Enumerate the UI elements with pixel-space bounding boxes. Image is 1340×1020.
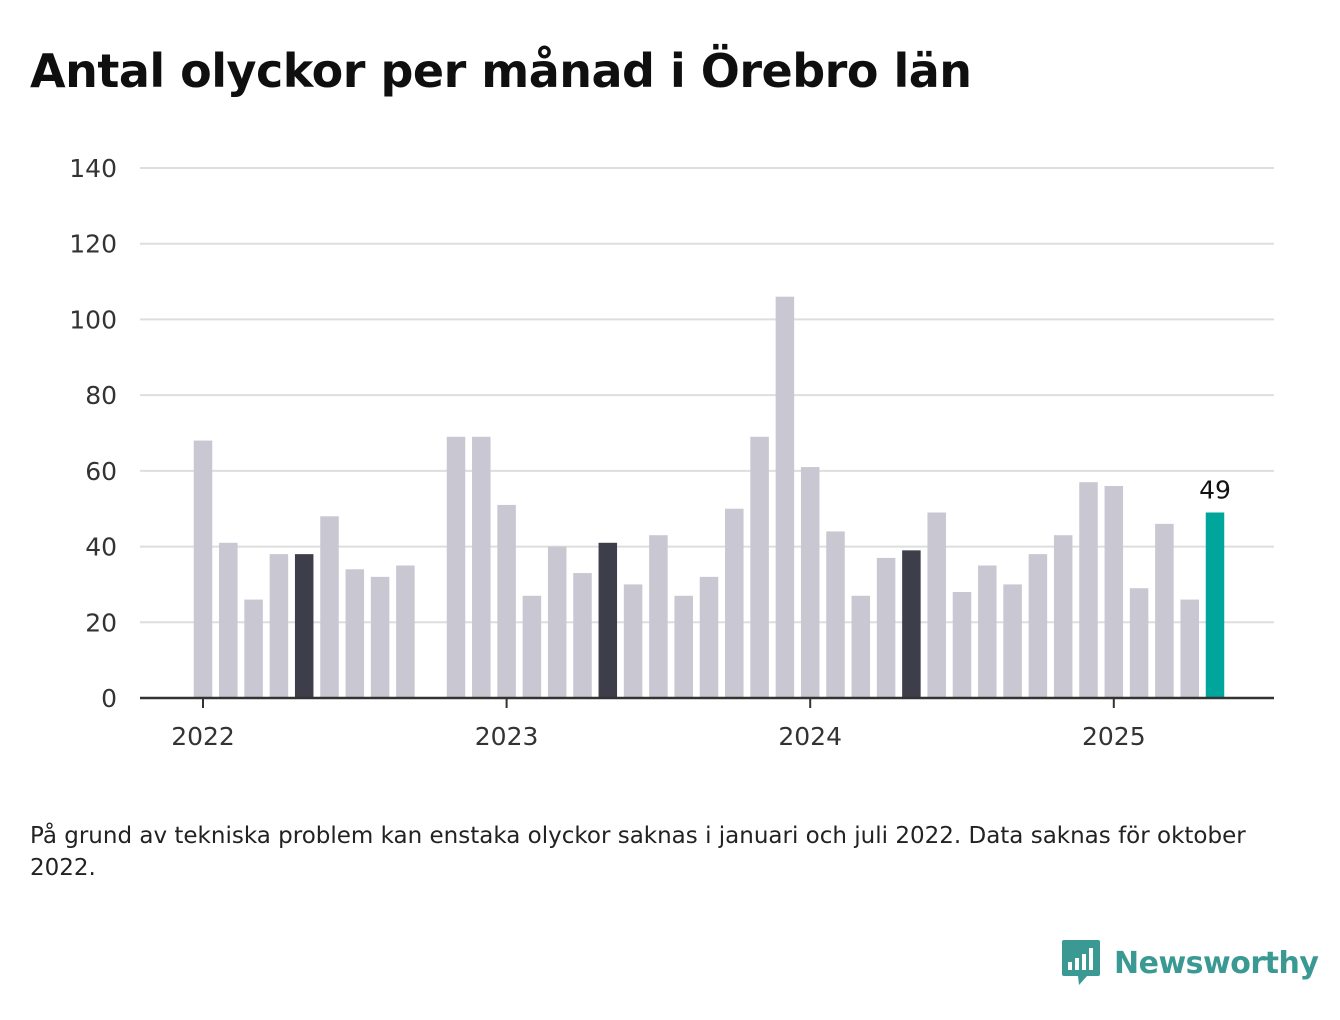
bar-2024-04 (876, 557, 896, 698)
bar-2024-01 (800, 467, 820, 698)
footnote: På grund av tekniska problem kan enstaka… (30, 823, 1246, 881)
bar-2022-09 (396, 565, 415, 698)
chart-title: Antal olyckor per månad i Örebro län (30, 44, 972, 98)
y-tick-label: 120 (69, 230, 117, 259)
bar-2025-02 (1129, 588, 1149, 698)
bar-2024-08 (978, 565, 997, 698)
bar-2022-08 (370, 576, 390, 698)
y-axis-tick-labels: 0 20 40 60 80 100 120 140 (69, 154, 117, 713)
y-tick-label: 40 (85, 533, 117, 562)
x-axis (140, 696, 1274, 708)
bar-chart: 0 20 40 60 80 100 120 140 2022 2023 2024 2025 49 (69, 154, 1274, 751)
bar-2024-12 (1079, 482, 1098, 698)
bars (193, 296, 1225, 698)
brand-name: Newsworthy (1114, 945, 1319, 981)
bar-2023-06 (623, 584, 643, 698)
bar-2024-09 (1003, 584, 1022, 698)
bar-2023-12 (775, 296, 795, 698)
grid-lines (140, 167, 1274, 624)
bar-2022-02 (219, 542, 238, 698)
y-tick-label: 100 (69, 305, 117, 334)
bar-2025-03 (1155, 523, 1174, 698)
data-label: 49 (1199, 476, 1231, 505)
bar-2024-07 (952, 592, 972, 698)
bar-2022-06 (320, 516, 339, 698)
bar-2023-05 (598, 542, 618, 698)
bar-2022-11 (446, 436, 466, 698)
y-tick-label: 80 (85, 381, 117, 410)
bar-2023-02 (522, 595, 542, 698)
newsworthy-logo-icon (1062, 940, 1100, 985)
bar-2024-03 (851, 595, 871, 698)
bar-2024-06 (927, 512, 946, 698)
bar-2024-11 (1053, 535, 1073, 698)
x-tick-label: 2023 (475, 722, 539, 751)
bar-2022-01 (193, 440, 213, 698)
y-tick-label: 60 (85, 457, 117, 486)
bar-2023-07 (649, 535, 668, 698)
bar-2025-05 (1205, 512, 1225, 698)
bar-2024-10 (1028, 554, 1048, 698)
x-tick-label: 2024 (778, 722, 842, 751)
data-labels: 49 (1199, 476, 1231, 505)
bar-2025-01 (1104, 486, 1124, 698)
bar-2022-07 (345, 569, 365, 698)
bar-2022-04 (269, 554, 289, 698)
bar-2023-11 (750, 436, 769, 698)
bar-2023-03 (547, 546, 567, 698)
bar-2024-02 (826, 531, 845, 698)
y-tick-label: 140 (69, 154, 117, 183)
bar-2022-03 (244, 599, 263, 698)
bar-2023-01 (497, 504, 516, 698)
bar-2023-10 (725, 508, 744, 698)
brand-logo: Newsworthy (1060, 938, 1319, 988)
bar-2023-08 (674, 595, 693, 698)
bar-2022-12 (472, 436, 491, 698)
bar-2023-09 (699, 576, 719, 698)
x-tick-label: 2022 (171, 722, 235, 751)
bar-2023-04 (573, 573, 592, 698)
bar-2022-05 (294, 554, 314, 698)
x-tick-label: 2025 (1082, 722, 1146, 751)
y-tick-label: 0 (101, 684, 117, 713)
bar-2025-04 (1180, 599, 1199, 698)
y-tick-label: 20 (85, 608, 117, 637)
bar-2024-05 (902, 550, 921, 698)
x-axis-tick-labels: 2022 2023 2024 2025 (171, 722, 1145, 751)
